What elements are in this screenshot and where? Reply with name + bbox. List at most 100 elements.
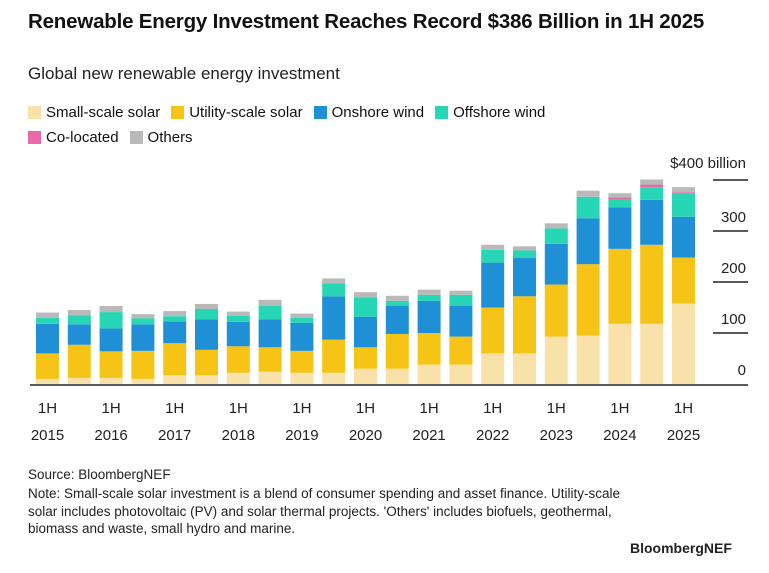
bar-segment bbox=[163, 343, 187, 376]
bar-segment bbox=[576, 264, 600, 336]
bar-segment bbox=[449, 364, 473, 384]
bar-segment bbox=[640, 187, 664, 200]
bar-segment bbox=[258, 299, 282, 306]
bar-segment bbox=[195, 303, 218, 310]
bar-segment bbox=[672, 257, 695, 304]
bar-segment bbox=[513, 246, 536, 251]
bar-segment bbox=[36, 378, 59, 384]
legend-item: Onshore wind bbox=[313, 101, 424, 124]
bar-segment bbox=[354, 297, 377, 317]
bar-segment bbox=[163, 311, 187, 317]
bar-segment bbox=[99, 305, 123, 313]
bar-segment bbox=[131, 314, 155, 319]
bar-stack bbox=[322, 278, 346, 384]
bar-segment bbox=[195, 375, 218, 384]
legend-item: Co-located bbox=[28, 126, 119, 149]
bar-segment bbox=[576, 190, 600, 197]
bar-segment bbox=[385, 300, 409, 306]
bar-segment bbox=[67, 310, 91, 316]
bar-segment bbox=[36, 353, 59, 379]
bar-stack bbox=[576, 190, 600, 384]
bar-segment bbox=[195, 349, 218, 376]
legend-swatch bbox=[171, 106, 185, 119]
bar-segment bbox=[131, 350, 155, 379]
bar-segment bbox=[385, 334, 409, 369]
bar-segment bbox=[544, 336, 568, 384]
bar-segment bbox=[449, 294, 473, 306]
bar-segment bbox=[163, 316, 187, 322]
bar-segment bbox=[417, 289, 441, 295]
x-tick-label-year: 2019 bbox=[285, 427, 318, 444]
legend-item: Others bbox=[129, 126, 193, 149]
bar-segment bbox=[544, 284, 568, 337]
bar-segment bbox=[608, 199, 632, 208]
bar-stack bbox=[290, 313, 314, 384]
bar-segment bbox=[36, 317, 59, 324]
bar-stack bbox=[672, 187, 695, 384]
bar-segment bbox=[576, 218, 600, 265]
bar-segment bbox=[513, 296, 536, 354]
bar-segment bbox=[354, 347, 377, 369]
x-tick-label-half: 1H bbox=[674, 400, 693, 417]
bar-segment bbox=[36, 323, 59, 354]
y-tick-label: 100 bbox=[721, 311, 746, 328]
bar-segment bbox=[322, 372, 346, 384]
bar-segment bbox=[226, 372, 250, 384]
bar-segment bbox=[608, 248, 632, 324]
bar-segment bbox=[417, 364, 441, 384]
bar-segment bbox=[67, 324, 91, 345]
x-tick-label-year: 2018 bbox=[222, 427, 255, 444]
bar-segment bbox=[640, 179, 664, 185]
bar-segment bbox=[385, 368, 409, 384]
bar-segment bbox=[640, 323, 664, 384]
bar-segment bbox=[417, 294, 441, 301]
bar-segment bbox=[322, 278, 346, 284]
x-tick-label-half: 1H bbox=[38, 400, 57, 417]
bar-segment bbox=[544, 243, 568, 285]
x-tick-label-year: 2017 bbox=[158, 427, 191, 444]
legend-item: Small-scale solar bbox=[28, 101, 160, 124]
bar-segment bbox=[67, 315, 91, 325]
bar-segment bbox=[385, 305, 409, 335]
bar-segment bbox=[354, 316, 377, 348]
bar-segment bbox=[290, 313, 314, 318]
x-tick-label-half: 1H bbox=[420, 400, 439, 417]
x-tick-label-half: 1H bbox=[483, 400, 502, 417]
bar-stack bbox=[544, 223, 568, 384]
bar-segment bbox=[99, 328, 123, 352]
legend-swatch bbox=[129, 131, 143, 144]
legend-swatch bbox=[313, 106, 327, 119]
legend-swatch bbox=[28, 106, 41, 119]
legend-label: Co-located bbox=[46, 129, 119, 146]
bar-segment bbox=[481, 262, 505, 308]
bar-segment bbox=[67, 377, 91, 384]
bar-stack bbox=[99, 305, 123, 384]
bar-segment bbox=[417, 300, 441, 333]
bar-segment bbox=[290, 322, 314, 351]
x-tick-label-year: 2024 bbox=[603, 427, 636, 444]
source-note: Source: BloombergNEF bbox=[28, 467, 171, 482]
bar-stack bbox=[354, 292, 377, 384]
bar-segment bbox=[608, 193, 632, 198]
bar-stack bbox=[417, 289, 441, 384]
bar-segment bbox=[195, 319, 218, 350]
bar-stack bbox=[385, 295, 409, 384]
legend-label: Small-scale solar bbox=[46, 104, 161, 121]
legend-item: Offshore wind bbox=[435, 101, 545, 124]
x-tick-label-half: 1H bbox=[356, 400, 375, 417]
y-tick-label: 300 bbox=[721, 209, 746, 226]
bar-segment bbox=[513, 258, 536, 297]
bar-segment bbox=[608, 207, 632, 249]
bar-segment bbox=[131, 324, 155, 351]
bar-segment bbox=[258, 319, 282, 348]
bar-segment bbox=[226, 315, 250, 322]
bar-segment bbox=[322, 339, 346, 373]
bar-segment bbox=[417, 333, 441, 365]
bar-segment bbox=[131, 378, 155, 384]
x-tick-label-half: 1H bbox=[165, 400, 184, 417]
legend-label: Offshore wind bbox=[453, 104, 546, 121]
bar-segment bbox=[481, 249, 505, 263]
bar-segment bbox=[513, 353, 536, 384]
bar-segment bbox=[258, 371, 282, 384]
bar-segment bbox=[258, 305, 282, 320]
